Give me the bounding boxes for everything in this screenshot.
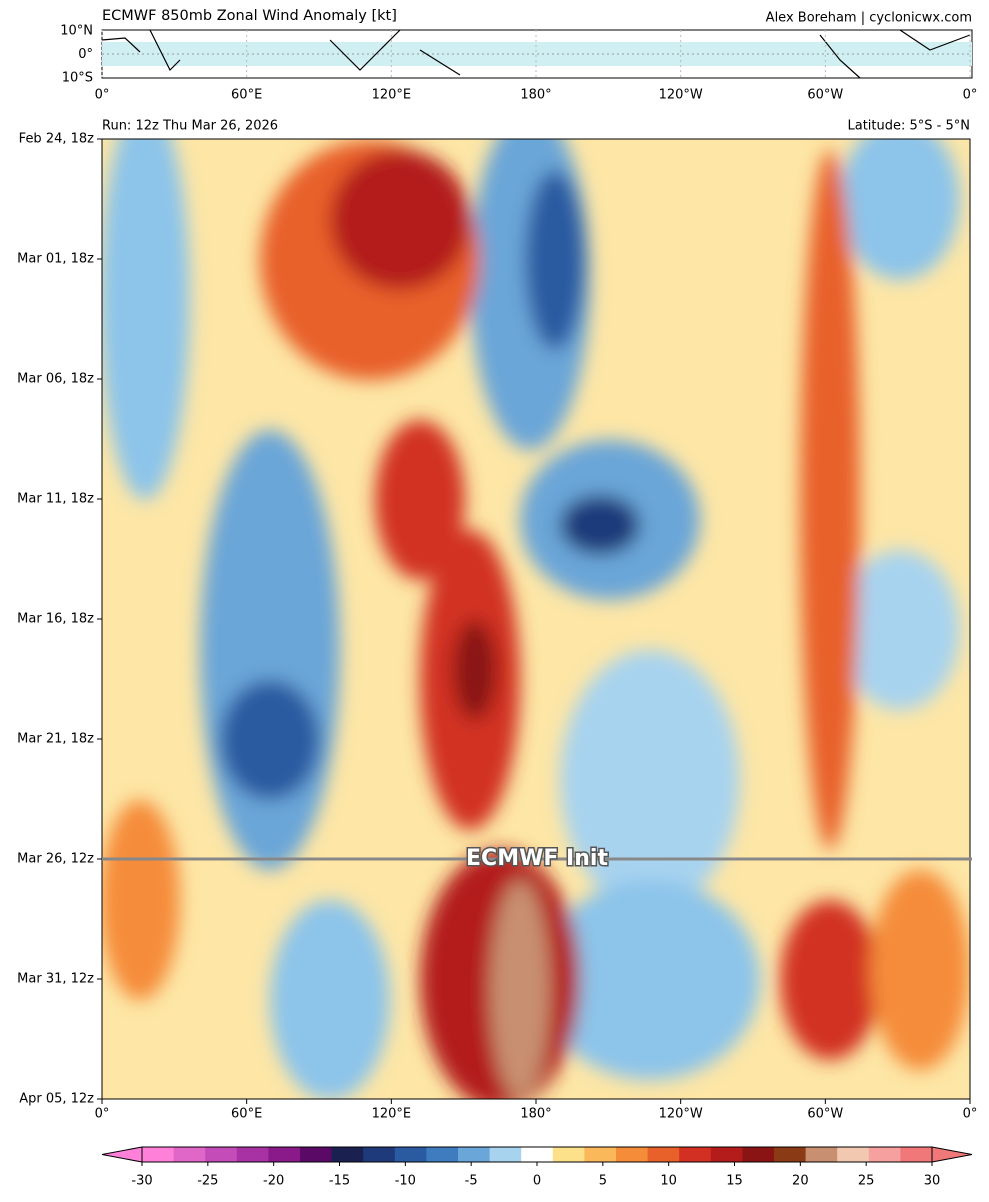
x-tick-label: 60°W (807, 1107, 843, 1122)
colorbar-tick-label: -20 (263, 1174, 284, 1189)
colorbar-segment (552, 1147, 585, 1162)
colorbar-tick-label: 5 (599, 1174, 607, 1189)
map-y-tick-label: 10°S (62, 71, 93, 86)
run-label: Run: 12z Thu Mar 26, 2026 (102, 119, 278, 134)
colorbar-segment (363, 1147, 396, 1162)
colorbar-segment (805, 1147, 838, 1162)
colorbar-segment (868, 1147, 901, 1162)
map-x-tick-label: 60°E (231, 88, 262, 103)
colorbar-segment (426, 1147, 459, 1162)
colorbar-tick-label: 20 (792, 1174, 809, 1189)
y-tick-label: Mar 21, 18z (17, 732, 94, 747)
colorbar-segment (742, 1147, 775, 1162)
y-tick-label: Mar 26, 12z (17, 852, 94, 867)
colorbar-tick-label: -15 (329, 1174, 350, 1189)
x-tick-label: 120°E (372, 1107, 412, 1122)
colorbar-segment (616, 1147, 649, 1162)
y-tick-label: Apr 05, 12z (19, 1092, 94, 1107)
colorbar-segment (489, 1147, 522, 1162)
init-label: ECMWF Init (466, 846, 608, 871)
map-x-tick-label: 180° (520, 88, 551, 103)
map-y-tick-label: 0° (78, 47, 93, 62)
map-x-tick-label: 120°W (659, 88, 703, 103)
chart-title: ECMWF 850mb Zonal Wind Anomaly [kt] (102, 8, 397, 24)
colorbar-segment (205, 1147, 238, 1162)
colorbar-segment (900, 1147, 933, 1162)
y-tick-label: Mar 31, 12z (17, 972, 94, 987)
x-tick-label: 0° (963, 1107, 978, 1122)
colorbar-tick-label: 25 (858, 1174, 875, 1189)
y-tick-label: Mar 11, 18z (17, 492, 94, 507)
map-x-tick-label: 0° (963, 88, 978, 103)
x-tick-label: 120°W (659, 1107, 703, 1122)
colorbar-segment (142, 1147, 175, 1162)
colorbar-segment (521, 1147, 554, 1162)
map-y-tick-label: 10°N (60, 24, 93, 39)
colorbar-segment (458, 1147, 491, 1162)
colorbar-tick-label: 30 (924, 1174, 941, 1189)
map-x-tick-label: 60°W (807, 88, 843, 103)
colorbar-segment (679, 1147, 712, 1162)
x-tick-label: 180° (520, 1107, 551, 1122)
colorbar-tick-label: -10 (395, 1174, 416, 1189)
colorbar-segment (331, 1147, 364, 1162)
colorbar-segment (837, 1147, 870, 1162)
field (102, 139, 970, 1099)
colorbar-segment (647, 1147, 680, 1162)
colorbar-segment (236, 1147, 269, 1162)
x-tick-label: 0° (95, 1107, 110, 1122)
colorbar-segment (300, 1147, 333, 1162)
colorbar-extend-low (101, 1146, 143, 1163)
y-tick-label: Mar 16, 18z (17, 612, 94, 627)
colorbar-segment (710, 1147, 743, 1162)
colorbar-extend-high (931, 1146, 973, 1163)
y-tick-label: Mar 01, 18z (17, 252, 94, 267)
y-tick-label: Mar 06, 18z (17, 372, 94, 387)
colorbar-segment (268, 1147, 301, 1162)
colorbar-tick-label: 15 (726, 1174, 743, 1189)
colorbar-segment (774, 1147, 807, 1162)
colorbar-segment (394, 1147, 427, 1162)
colorbar-tick-label: -5 (465, 1174, 478, 1189)
y-tick-label: Feb 24, 18z (19, 132, 94, 147)
colorbar-tick-label: -25 (197, 1174, 218, 1189)
x-tick-label: 60°E (231, 1107, 262, 1122)
colorbar-tick-label: -30 (131, 1174, 152, 1189)
colorbar-tick-label: 0 (533, 1174, 541, 1189)
colorbar-segment (173, 1147, 206, 1162)
map-x-tick-label: 120°E (372, 88, 412, 103)
map-x-tick-label: 0° (95, 88, 110, 103)
colorbar-tick-label: 10 (660, 1174, 677, 1189)
colorbar-segment (584, 1147, 617, 1162)
latitude-label: Latitude: 5°S - 5°N (848, 119, 971, 134)
coastline (101, 29, 971, 79)
credit: Alex Boreham | cyclonicwx.com (766, 11, 972, 26)
